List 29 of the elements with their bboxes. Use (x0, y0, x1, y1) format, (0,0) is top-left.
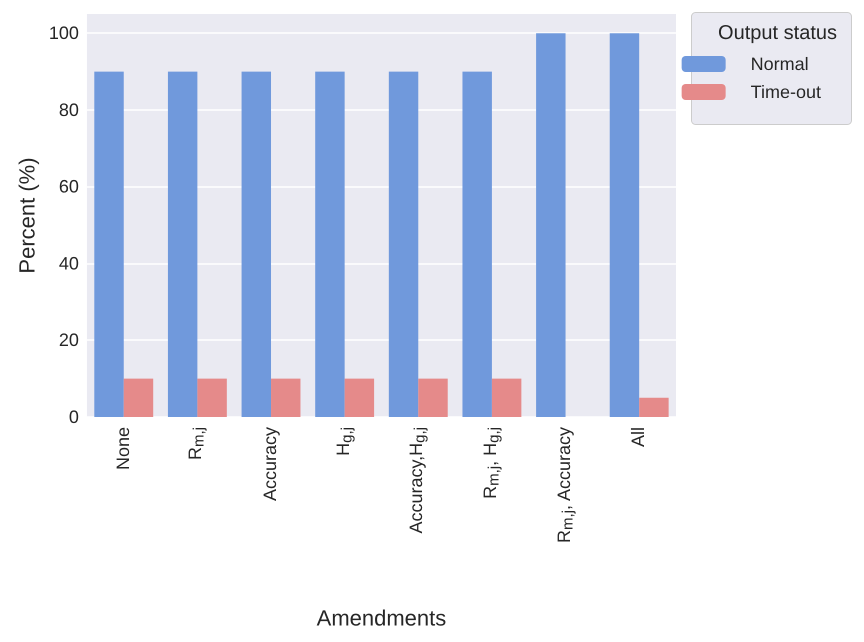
y-tick-label: 0 (68, 407, 79, 427)
bar (492, 378, 522, 417)
y-tick-label: 60 (58, 176, 79, 197)
y-tick-label: 40 (58, 253, 79, 274)
bar (124, 378, 154, 417)
bar (418, 378, 448, 417)
bar (315, 72, 345, 417)
bar (462, 72, 492, 417)
bar (168, 72, 198, 417)
legend-label: Time-out (750, 82, 822, 102)
y-tick-label: 100 (48, 23, 79, 44)
y-axis-title: Percent (%) (14, 157, 40, 274)
bar (197, 378, 227, 417)
y-tick-label: 20 (58, 330, 79, 350)
legend-label: Normal (750, 54, 809, 74)
x-tick-label: Accuracy (260, 427, 281, 502)
bar (639, 398, 669, 417)
x-tick-label: None (112, 427, 134, 470)
x-axis-title: Amendments (316, 606, 446, 630)
bar (388, 72, 418, 417)
bar (536, 33, 566, 417)
bar (610, 33, 640, 417)
y-tick-label: 80 (58, 100, 79, 120)
legend-title: Output status (718, 22, 838, 44)
bar (271, 378, 300, 417)
x-tick-label: All (628, 427, 650, 448)
bar (94, 72, 124, 417)
bar (242, 72, 272, 417)
bar (344, 378, 374, 417)
